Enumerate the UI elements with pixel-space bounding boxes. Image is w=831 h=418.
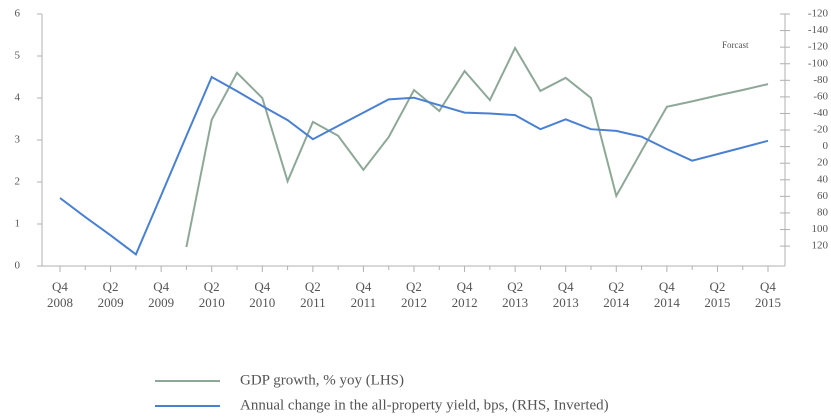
legend-label: GDP growth, % yoy (LHS) [240,372,404,388]
y2-tick-label: 20 [817,157,829,169]
legend-label: Annual change in the all-property yield,… [240,397,609,413]
y2-tick-label: -60 [813,90,828,102]
y-tick-label: 6 [15,8,21,20]
x-tick-label: Q2 2011 [300,279,326,310]
x-tick-label: Q4 2010 [249,279,276,310]
x-tick-label: Q2 2014 [603,279,630,310]
y2-tick-label: -20 [813,124,828,136]
y2-tick-label: -140 [808,24,829,36]
x-tick-label: Q4 2011 [350,279,377,310]
x-tick-label: Q4 2012 [451,279,478,310]
y2-tick-label: -120 [808,8,829,20]
y2-tick-label: 0 [823,140,829,152]
y2-tick-label: 80 [817,206,829,218]
series-line [59,75,769,256]
y-tick-label: 0 [15,260,21,272]
series-line [185,45,769,248]
y2-tick-label: 100 [812,223,829,235]
x-tick-label: Q2 2015 [704,279,731,310]
y-tick-label: 4 [15,92,21,104]
y2-tick-label: -40 [813,107,828,119]
y2-tick-label: 40 [817,173,829,185]
y-tick-label: 1 [15,218,21,230]
y-tick-label: 2 [15,176,21,188]
x-tick-label: Q4 2015 [755,279,781,310]
x-tick-label: Q2 2012 [401,279,427,310]
x-tick-label: Q2 2009 [97,279,124,310]
y2-tick-label: -120 [808,41,829,53]
y2-tick-label: 120 [812,240,829,252]
x-tick-label: Q4 2013 [552,279,579,310]
y2-tick-label: -80 [813,74,828,86]
y2-tick-label: -100 [808,57,829,69]
x-tick-label: Q4 2014 [653,279,680,310]
x-tick-label: Q4 2009 [148,279,175,310]
annotation: Forcast [722,40,749,50]
x-tick-label: Q4 2008 [47,279,73,310]
x-tick-label: Q2 2013 [502,279,529,310]
x-tick-label: Q2 2010 [198,279,225,310]
y2-tick-label: 60 [817,190,829,202]
y-tick-label: 5 [15,50,21,62]
y-tick-label: 3 [15,134,21,146]
